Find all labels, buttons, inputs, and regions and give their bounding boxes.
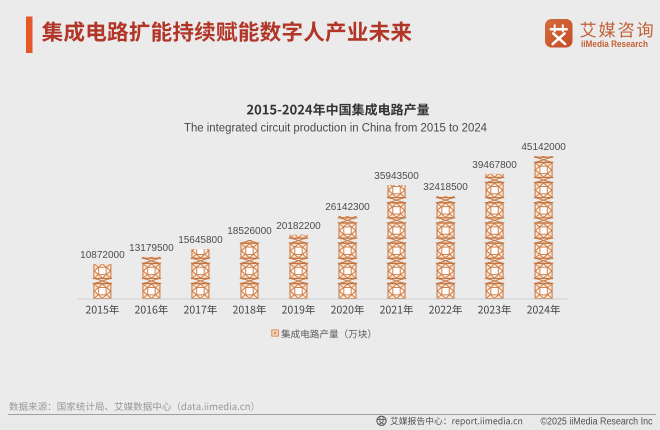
svg-text:35943500: 35943500 — [374, 171, 419, 182]
svg-text:©2025 iiMedia Research Inc: ©2025 iiMedia Research Inc — [541, 417, 653, 428]
svg-text:The integrated circuit product: The integrated circuit production in Chi… — [184, 123, 488, 135]
svg-text:32418500: 32418500 — [423, 182, 468, 193]
svg-text:iiMedia Research: iiMedia Research — [581, 39, 648, 50]
svg-text:26142300: 26142300 — [325, 202, 370, 213]
svg-text:18526000: 18526000 — [227, 226, 272, 237]
svg-text:10872000: 10872000 — [80, 250, 125, 261]
svg-text:45142000: 45142000 — [521, 142, 566, 153]
svg-text:15645800: 15645800 — [178, 235, 223, 246]
svg-text:20182200: 20182200 — [276, 221, 321, 232]
svg-text:39467800: 39467800 — [472, 160, 517, 171]
svg-text:13179500: 13179500 — [129, 243, 174, 254]
